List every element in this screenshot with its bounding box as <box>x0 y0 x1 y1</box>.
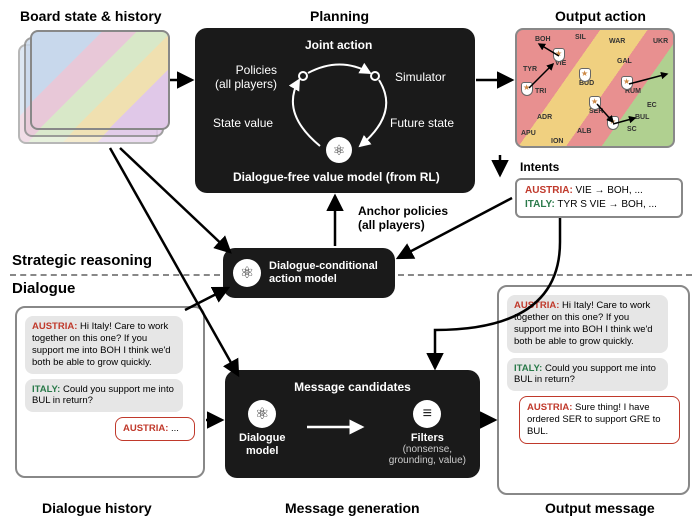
map-card-front <box>30 30 170 130</box>
out-msg-austria-2: AUSTRIA: Sure thing! I have ordered SER … <box>519 396 680 444</box>
out-msg-italy-1: ITALY: Could you support me into BUL in … <box>507 358 668 392</box>
filters-label: Filters <box>389 432 466 444</box>
intents-austria-move: VIE → BOH, ... <box>573 185 643 196</box>
msg-austria-1: AUSTRIA: Hi Italy! Care to work together… <box>25 316 183 374</box>
message-gen-box: Message candidates ⚛ Dialogue model ≡ Fi… <box>225 370 480 478</box>
dcam-box: ⚛ Dialogue-conditional action model <box>223 248 395 298</box>
intents-italy-label: ITALY: <box>525 199 555 210</box>
section-dialogue: Dialogue <box>12 280 75 297</box>
header-output-action: Output action <box>555 8 646 24</box>
section-strategic: Strategic reasoning <box>12 252 152 269</box>
dialogue-history-box: AUSTRIA: Hi Italy! Care to work together… <box>15 306 205 478</box>
intents-austria-label: AUSTRIA: <box>525 185 573 196</box>
filters-sub: (nonsense, grounding, value) <box>389 444 466 466</box>
anchor-label: Anchor policies (all players) <box>358 204 448 232</box>
filter-icon: ≡ <box>413 400 441 428</box>
section-divider-right <box>398 274 692 276</box>
board-map-stack <box>18 30 168 140</box>
footer-message-generation: Message generation <box>285 500 420 516</box>
msg-text: ... <box>168 423 179 434</box>
intents-label: Intents <box>520 160 559 174</box>
network-icon: ⚛ <box>248 400 276 428</box>
map-move-arrows-icon <box>517 30 675 148</box>
intents-italy: ITALY: TYR S VIE → BOH, ... <box>525 198 673 212</box>
output-message-box: AUSTRIA: Hi Italy! Care to work together… <box>497 285 690 495</box>
msg-who: AUSTRIA: <box>527 402 572 413</box>
planning-cycle-icon: ⚛ <box>195 28 475 193</box>
msg-who: AUSTRIA: <box>514 300 559 311</box>
arrow-icon <box>302 412 372 442</box>
msg-who: AUSTRIA: <box>123 423 168 434</box>
out-msg-austria-1: AUSTRIA: Hi Italy! Care to work together… <box>507 295 668 353</box>
footer-output-message: Output message <box>545 500 655 516</box>
msg-who: ITALY: <box>32 384 60 395</box>
intents-austria: AUSTRIA: VIE → BOH, ... <box>525 184 673 198</box>
output-action-map: BOH SIL WAR UKR GAL VIE TYR TRI BUD RUM … <box>515 28 675 148</box>
footer-dialogue-history: Dialogue history <box>42 500 152 516</box>
planning-box: Joint action Policies (all players) Simu… <box>195 28 475 193</box>
msg-austria-2: AUSTRIA: ... <box>115 417 195 441</box>
section-divider-left <box>10 274 220 276</box>
dialogue-model-label: Dialogue model <box>239 432 285 458</box>
msg-candidates-label: Message candidates <box>239 380 466 394</box>
dcam-label: Dialogue-conditional action model <box>269 260 378 286</box>
msg-italy-1: ITALY: Could you support me into BUL in … <box>25 379 183 413</box>
msg-who: AUSTRIA: <box>32 321 77 332</box>
dialogue-model-block: ⚛ Dialogue model <box>239 400 285 458</box>
svg-text:⚛: ⚛ <box>333 142 346 158</box>
intents-box: AUSTRIA: VIE → BOH, ... ITALY: TYR S VIE… <box>515 178 683 218</box>
header-board: Board state & history <box>20 8 162 24</box>
intents-italy-move: TYR S VIE → BOH, ... <box>555 199 657 210</box>
msg-who: ITALY: <box>514 363 542 374</box>
network-icon: ⚛ <box>233 259 261 287</box>
header-planning: Planning <box>310 8 369 24</box>
filters-block: ≡ Filters (nonsense, grounding, value) <box>389 400 466 466</box>
